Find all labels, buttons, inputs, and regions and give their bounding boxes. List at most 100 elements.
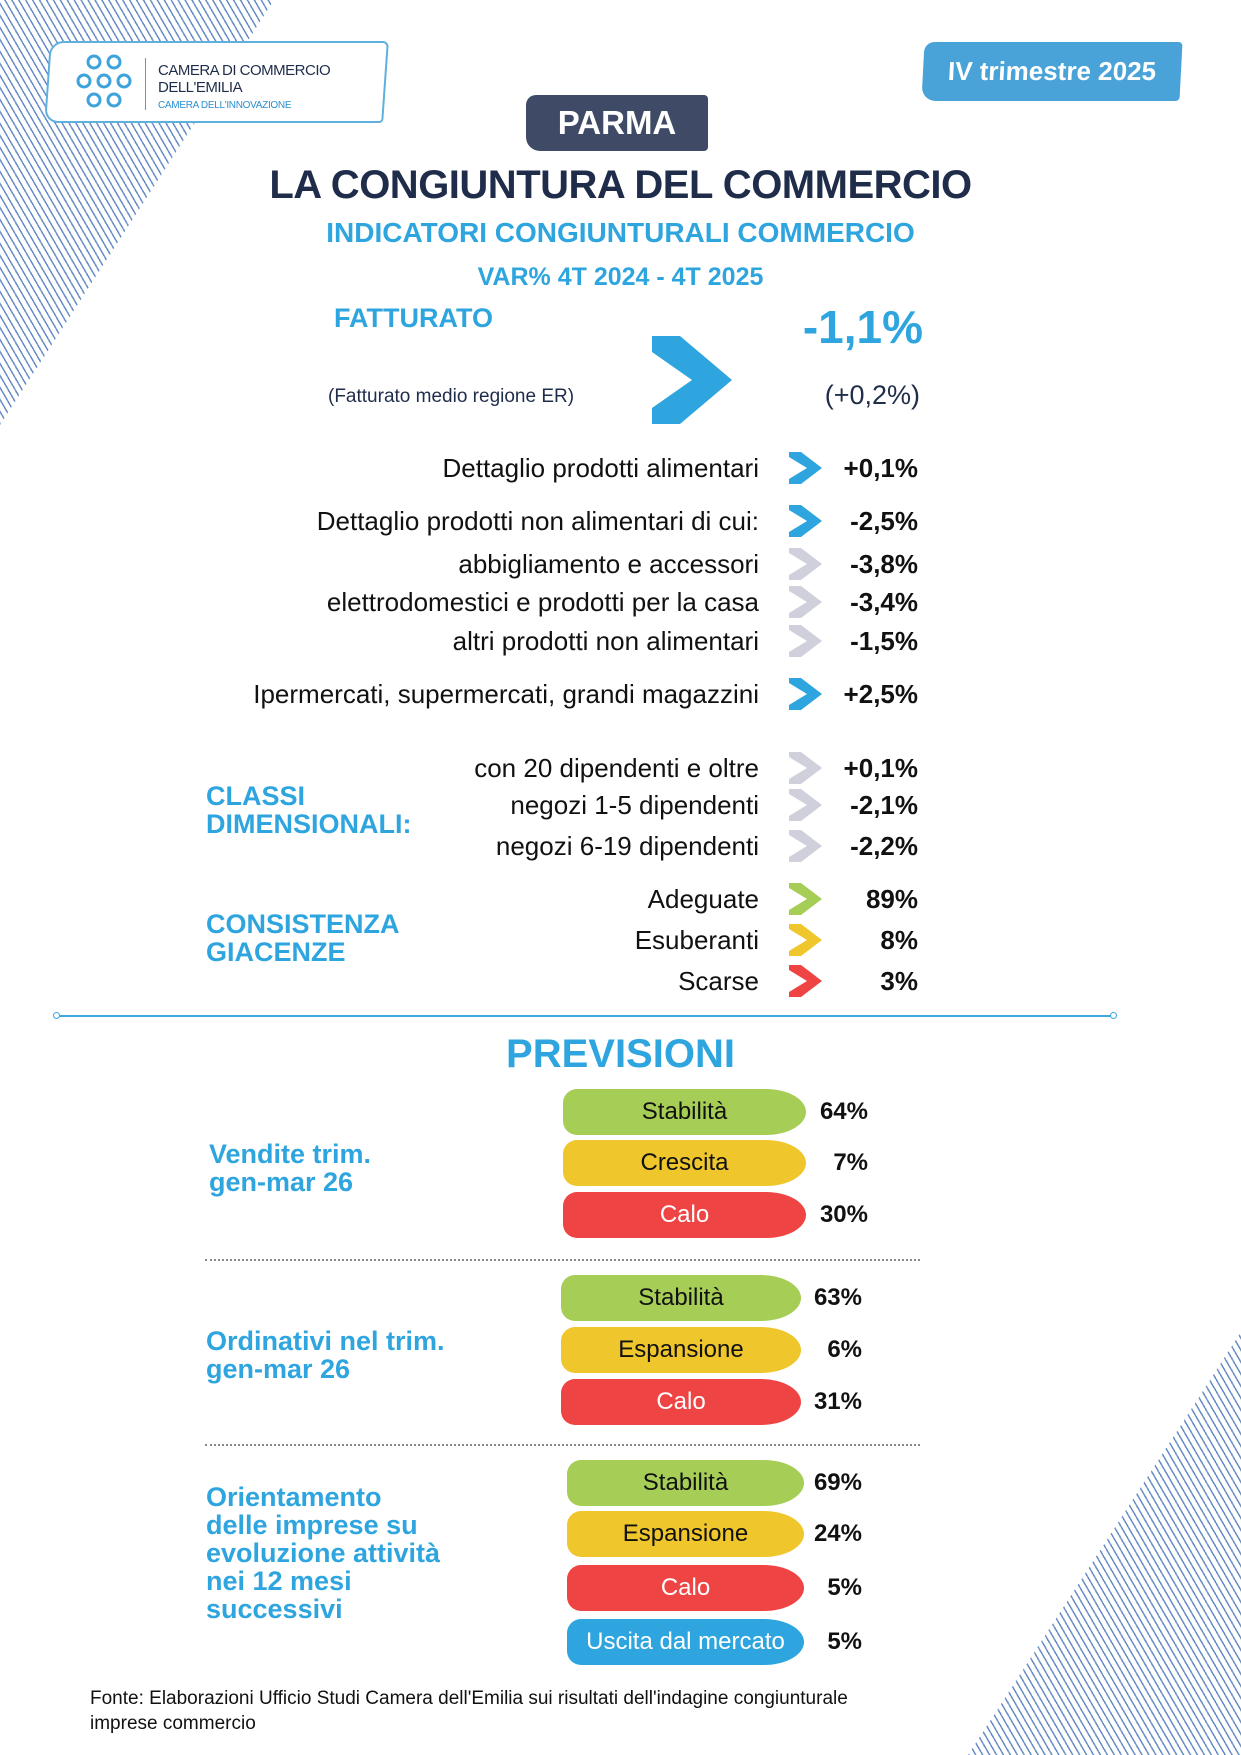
indicator-row: Esuberanti 8% [0,923,1241,957]
forecast-label: Uscita dal mercato [586,1628,785,1655]
forecast-value: 6% [827,1336,862,1363]
indicator-row: Dettaglio prodotti alimentari +0,1% [0,451,1241,485]
forecast-value: 24% [813,1520,862,1547]
forecast-label: Stabilità [642,1469,729,1496]
indicator-value: -1,5% [850,626,918,656]
fatturato-value: -1,1% [802,301,923,353]
forecast-label: Calo [659,1201,710,1228]
logo-line-2: DELL'EMILIA [158,79,243,96]
group-divider [205,1259,920,1261]
city-badge: PARMA [526,95,708,151]
indicator-label: Esuberanti [634,925,759,955]
section-divider [56,1015,1115,1017]
group-label-line: successivi [206,1594,343,1624]
chevron-right-icon [789,505,822,537]
chevron-right-icon [789,625,822,657]
forecast-pill-red: Calo [561,1379,801,1425]
indicator-label: Ipermercati, supermercati, grandi magazz… [253,679,759,709]
indicator-value: 89% [865,884,918,914]
indicator-row: Dettaglio prodotti non alimentari di cui… [0,504,1241,538]
chevron-right-icon [789,678,822,710]
forecast-value: 5% [827,1574,862,1601]
group-label-line: nei 12 mesi [206,1566,352,1596]
divider-end [53,1012,60,1019]
heading-line: DIMENSIONALI: [206,809,412,839]
logo-tagline: CAMERA DELL'INNOVAZIONE [158,100,292,111]
indicator-value: +0,1% [843,753,918,783]
group-label-line: evoluzione attività [206,1538,441,1568]
chevron-right-icon [789,586,822,618]
indicator-value: -3,4% [850,587,918,617]
forecast-pill-green: Stabilità [563,1089,806,1135]
chevron-right-icon [652,336,732,424]
period-text: IV trimestre 2025 [947,56,1157,86]
group-divider [205,1444,920,1446]
forecast-value: 31% [813,1388,862,1415]
chevron-right-icon [789,965,822,997]
indicator-row: altri prodotti non alimentari -1,5% [0,624,1241,658]
chevron-right-icon [789,548,822,580]
group-label-line: gen-mar 26 [209,1167,354,1197]
forecast-value: 7% [833,1149,868,1176]
source-line: Fonte: Elaborazioni Ufficio Studi Camera… [90,1688,848,1709]
indicator-label: Scarse [678,966,759,996]
forecast-group-label: Orientamento delle imprese su evoluzione a… [206,1483,440,1623]
forecast-value: 63% [813,1284,862,1311]
heading-line: CONSISTENZA [206,909,400,939]
logo-text: CAMERA DI COMMERCIO DELL'EMILIA [158,62,331,96]
consistenza-giacenze-heading: CONSISTENZA GIACENZE [206,910,400,966]
indicator-row: negozi 1-5 dipendenti -2,1% [0,788,1241,822]
indicator-row: abbigliamento e accessori -3,8% [0,547,1241,581]
forecast-label: Crescita [640,1149,729,1176]
region-label: (Fatturato medio regione ER) [328,386,575,407]
page-title: LA CONGIUNTURA DEL COMMERCIO [269,163,972,207]
chevron-right-icon [789,452,822,484]
forecast-label: Stabilità [641,1098,728,1125]
group-label-line: Ordinativi nel trim. [206,1326,445,1356]
chevron-right-icon [789,830,822,862]
heading-line: CLASSI [206,781,306,811]
forecast-label: Stabilità [638,1284,724,1311]
indicator-value: +2,5% [843,679,918,709]
region-value: (+0,2%) [824,380,920,410]
heading-line: GIACENZE [206,937,346,967]
forecast-pill-yellow: Espansione [561,1327,801,1373]
indicator-label: Dettaglio prodotti non alimentari di cui… [316,506,759,536]
indicator-label: abbigliamento e accessori [458,549,759,579]
forecast-pill-yellow: Crescita [563,1140,806,1186]
forecast-value: 30% [819,1201,868,1228]
forecast-group-label: Ordinativi nel trim. gen-mar 26 [206,1327,445,1383]
forecast-label: Espansione [622,1520,749,1547]
indicator-value: 3% [880,966,918,996]
indicator-label: elettrodomestici e prodotti per la casa [326,587,759,617]
indicator-row: con 20 dipendenti e oltre +0,1% [0,751,1241,785]
forecast-pill-green: Stabilità [561,1275,801,1321]
page-subtitle: INDICATORI CONGIUNTURALI COMMERCIO [326,217,915,248]
forecast-pill-red: Calo [563,1192,806,1238]
group-label-line: Orientamento [206,1482,382,1512]
previsioni-title: PREVISIONI [506,1032,735,1076]
chevron-right-icon [789,924,822,956]
indicator-row: Adeguate 89% [0,882,1241,916]
forecast-label: Calo [660,1574,711,1601]
logo-mark-icon [76,54,132,108]
fatturato-label: FATTURATO [334,303,493,333]
indicator-label: negozi 1-5 dipendenti [510,790,759,820]
source-line: imprese commercio [90,1713,256,1734]
indicator-label: negozi 6-19 dipendenti [495,831,759,861]
decorative-stripes [968,1332,1241,1755]
classi-dimensionali-heading: CLASSI DIMENSIONALI: [206,782,412,838]
forecast-pill-blue: Uscita dal mercato [567,1619,804,1665]
indicator-row: Scarse 3% [0,964,1241,998]
forecast-value: 5% [827,1628,862,1655]
group-label-line: Vendite trim. [209,1139,372,1169]
indicator-value: -2,1% [850,790,918,820]
city-text: PARMA [557,104,677,141]
chevron-right-icon [789,883,822,915]
forecast-label: Espansione [618,1336,744,1363]
indicator-row: elettrodomestici e prodotti per la casa … [0,585,1241,619]
indicator-value: -2,2% [850,831,918,861]
chevron-right-icon [789,752,822,784]
indicator-value: +0,1% [843,453,918,483]
divider-end [1110,1012,1117,1019]
